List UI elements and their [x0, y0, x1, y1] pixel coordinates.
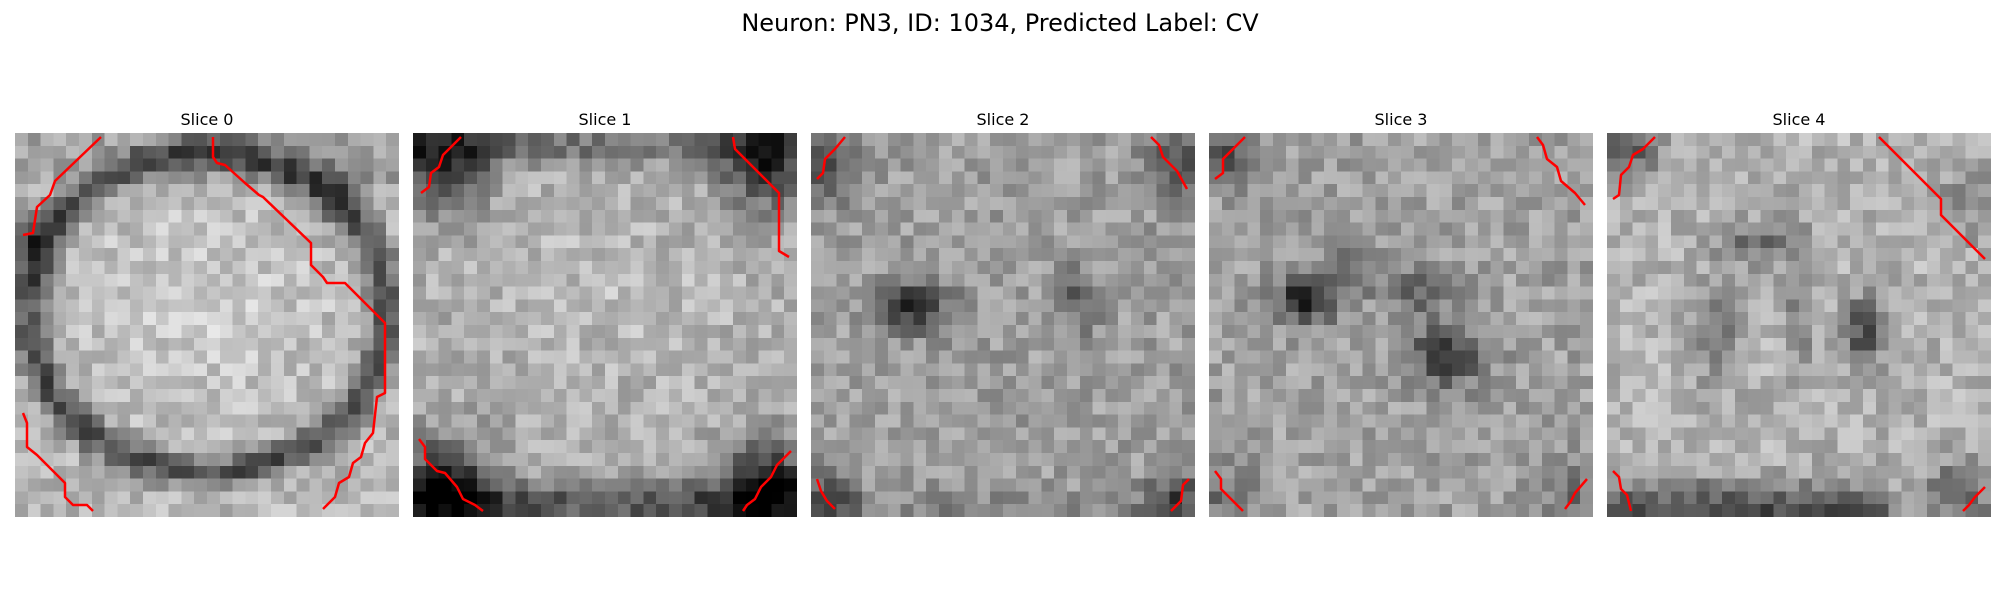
contour-line — [21, 412, 94, 512]
slice-image — [811, 133, 1195, 517]
slice-image — [1607, 133, 1991, 517]
slice-image — [413, 133, 797, 517]
slice-title: Slice 3 — [1374, 110, 1428, 129]
contour-overlay — [1612, 136, 1986, 512]
contour-line — [1878, 136, 1986, 260]
contour-line — [741, 450, 792, 512]
slice-panel-3: Slice 3 — [1209, 107, 1593, 517]
grayscale-image — [413, 133, 797, 517]
grayscale-image — [1607, 133, 1991, 517]
slice-title: Slice 4 — [1772, 110, 1826, 129]
grayscale-image — [811, 133, 1195, 517]
contour-overlay — [21, 136, 387, 512]
contour-line — [816, 136, 846, 180]
contour-line — [1150, 136, 1189, 190]
figure-title: Neuron: PN3, ID: 1034, Predicted Label: … — [741, 9, 1259, 37]
contour-overlay — [815, 136, 1190, 512]
contour-line — [815, 478, 836, 510]
contour-line — [1536, 136, 1586, 206]
contour-line — [1612, 136, 1656, 201]
slice-panel-0: Slice 0 — [15, 107, 399, 517]
slice-panel-2: Slice 2 — [811, 107, 1195, 517]
contour-line — [1214, 136, 1246, 180]
contour-overlay — [418, 136, 792, 512]
slice-image — [15, 133, 399, 517]
contour-overlay — [1214, 136, 1588, 512]
contour-line — [1564, 478, 1588, 510]
contour-line — [1214, 470, 1244, 512]
slice-image — [1209, 133, 1593, 517]
slice-panel-4: Slice 4 — [1607, 107, 1991, 517]
slice-title: Slice 1 — [578, 110, 632, 129]
slice-panel-1: Slice 1 — [413, 107, 797, 517]
contour-line — [22, 136, 102, 237]
contour-line — [1962, 486, 1986, 512]
contour-line — [731, 136, 790, 259]
contour-line — [418, 438, 484, 512]
contour-line — [211, 137, 387, 510]
slice-title: Slice 0 — [180, 110, 234, 129]
grayscale-image — [1209, 133, 1593, 517]
contour-line — [1612, 470, 1633, 512]
contour-line — [1170, 478, 1190, 512]
contour-line — [420, 136, 462, 194]
grayscale-image — [15, 133, 399, 517]
slice-title: Slice 2 — [976, 110, 1030, 129]
